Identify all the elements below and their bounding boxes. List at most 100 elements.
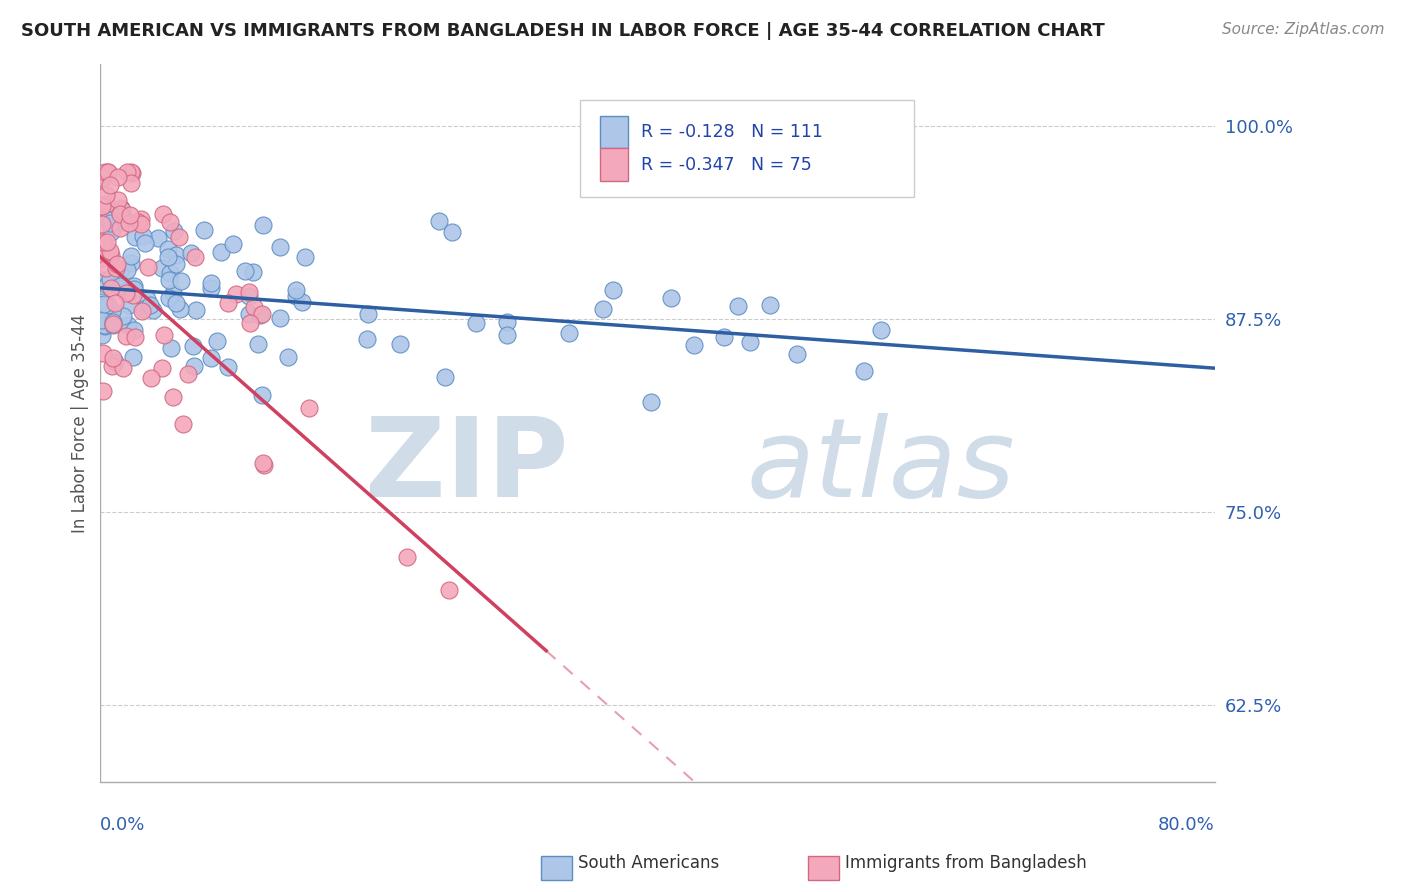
Point — [250, 307, 273, 321]
Point — [166, 296, 188, 310]
Point — [159, 266, 181, 280]
Point — [160, 341, 183, 355]
Point — [233, 264, 256, 278]
Point — [162, 390, 184, 404]
Point — [97, 298, 120, 312]
Point — [90, 327, 112, 342]
Point — [269, 239, 291, 253]
Point — [90, 298, 112, 312]
Point — [105, 257, 128, 271]
Point — [110, 206, 132, 220]
Point — [132, 228, 155, 243]
Point — [441, 225, 464, 239]
Point — [184, 250, 207, 264]
Point — [181, 339, 204, 353]
Point — [112, 361, 135, 376]
Point — [121, 166, 143, 180]
Point — [101, 359, 124, 374]
Point — [464, 316, 486, 330]
Point — [869, 323, 891, 337]
Point — [114, 329, 136, 343]
Point — [713, 329, 735, 343]
Point — [98, 250, 121, 264]
Text: South Americans: South Americans — [578, 855, 718, 872]
Point — [153, 328, 176, 343]
Point — [157, 291, 180, 305]
Point — [356, 332, 378, 346]
Point — [98, 272, 121, 286]
Point — [759, 298, 782, 312]
Point — [127, 215, 149, 229]
Point — [496, 315, 519, 329]
Point — [193, 223, 215, 237]
Point — [97, 251, 120, 265]
Point — [131, 304, 153, 318]
Point — [129, 211, 152, 226]
Point — [238, 285, 260, 299]
Point — [683, 337, 706, 351]
Point — [115, 285, 138, 300]
Text: R = -0.347   N = 75: R = -0.347 N = 75 — [641, 155, 811, 174]
Point — [239, 316, 262, 330]
Point — [122, 350, 145, 364]
Point — [115, 165, 138, 179]
Point — [249, 308, 271, 322]
Point — [101, 318, 124, 332]
Point — [124, 330, 146, 344]
Point — [120, 208, 142, 222]
Text: SOUTH AMERICAN VS IMMIGRANTS FROM BANGLADESH IN LABOR FORCE | AGE 35-44 CORRELAT: SOUTH AMERICAN VS IMMIGRANTS FROM BANGLA… — [21, 22, 1105, 40]
Point — [91, 346, 114, 360]
Point — [434, 370, 457, 384]
Point — [150, 260, 173, 275]
Text: 0.0%: 0.0% — [100, 816, 146, 834]
Point — [94, 261, 117, 276]
Point — [558, 326, 581, 340]
Point — [200, 281, 222, 295]
Point — [111, 309, 134, 323]
Point — [252, 456, 274, 470]
Point — [110, 201, 132, 215]
Point — [225, 286, 247, 301]
Point — [738, 335, 761, 350]
Point — [640, 394, 662, 409]
Point — [122, 323, 145, 337]
Point — [242, 265, 264, 279]
Point — [162, 285, 184, 300]
Point — [853, 364, 876, 378]
Point — [217, 360, 239, 375]
Point — [104, 354, 127, 368]
Point — [165, 257, 187, 271]
Bar — [599, 148, 627, 181]
Point — [98, 178, 121, 192]
Point — [427, 214, 450, 228]
Point — [122, 279, 145, 293]
Point — [100, 225, 122, 239]
Point — [142, 303, 165, 318]
Point — [207, 334, 229, 348]
Point — [120, 165, 142, 179]
Point — [157, 273, 180, 287]
Point — [93, 273, 115, 287]
Point — [91, 312, 114, 326]
Point — [100, 248, 122, 262]
Point — [97, 165, 120, 179]
Point — [110, 221, 132, 235]
Point — [165, 248, 187, 262]
Point — [112, 212, 135, 227]
Point — [120, 249, 142, 263]
Point — [200, 351, 222, 365]
Point — [183, 359, 205, 373]
Point — [152, 207, 174, 221]
Point — [169, 230, 191, 244]
Point — [93, 318, 115, 332]
Point — [172, 417, 194, 432]
Point — [98, 216, 121, 230]
Point — [94, 197, 117, 211]
Point — [136, 260, 159, 274]
Point — [98, 244, 121, 258]
Text: ZIP: ZIP — [366, 413, 568, 519]
Text: R = -0.128   N = 111: R = -0.128 N = 111 — [641, 123, 823, 141]
Bar — [599, 116, 627, 148]
Point — [298, 401, 321, 415]
Point — [141, 370, 163, 384]
